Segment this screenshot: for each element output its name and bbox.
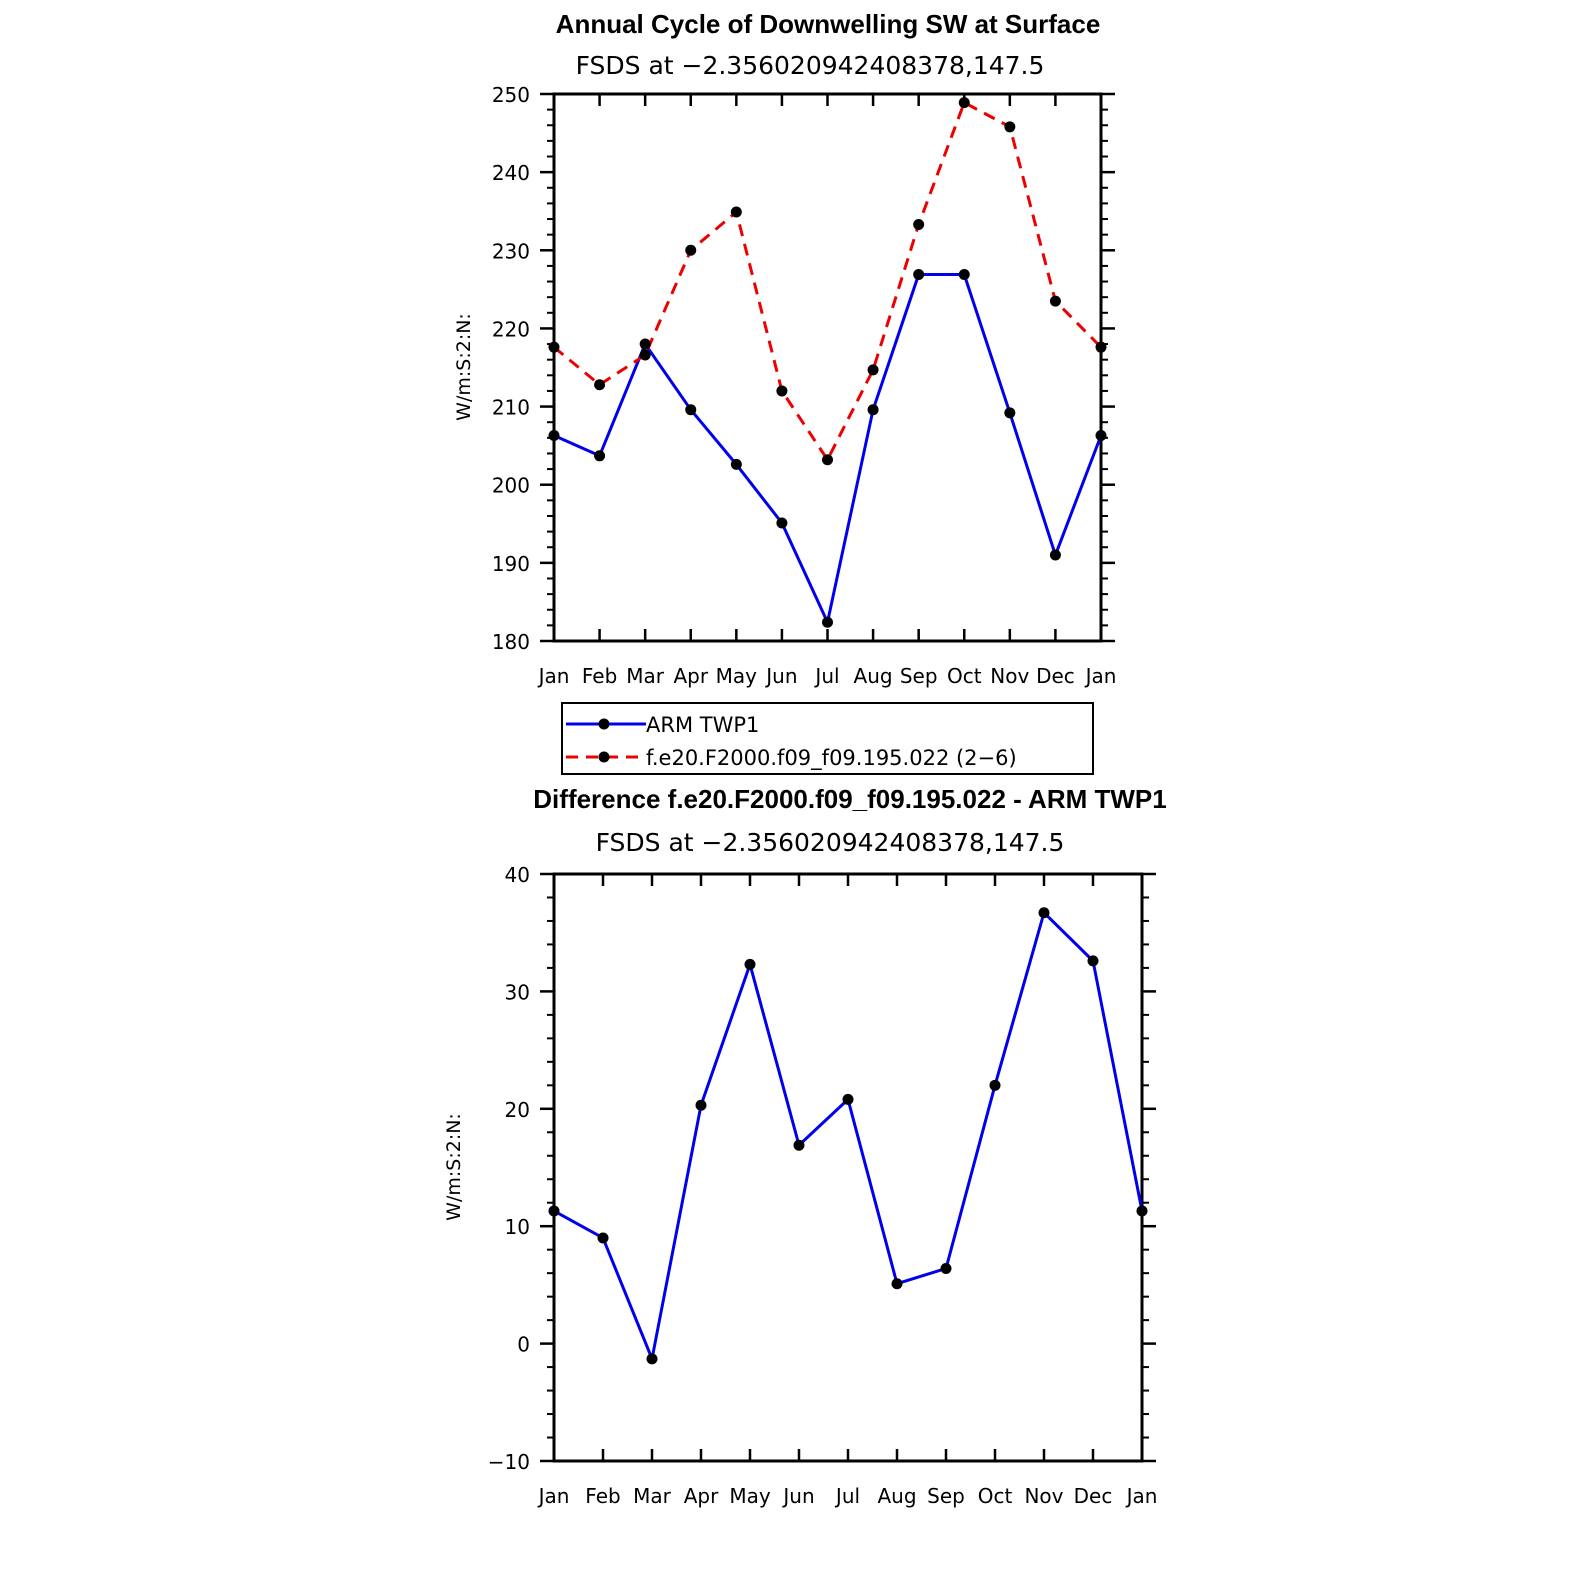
top-chart-x-tick-label: May xyxy=(716,664,758,688)
top-chart-x-tick-label: Aug xyxy=(854,664,893,688)
bottom-chart-series-0-point xyxy=(597,1232,609,1244)
bottom-chart-series-0-point xyxy=(842,1093,854,1105)
top-chart-series-0-line xyxy=(553,273,1103,624)
top-chart-plot: Jan Feb Mar Apr May Jun Jul Aug Sep Oct Nov Dec Jan 1… xyxy=(492,83,1117,688)
top-chart-y-tick-label: 250 xyxy=(492,83,530,107)
bottom-chart-series-0-point xyxy=(793,1139,805,1151)
top-chart-series-0-point xyxy=(730,458,742,470)
bottom-chart-series-0-point xyxy=(1136,1205,1148,1217)
bottom-chart-frame xyxy=(552,872,1144,1463)
bottom-chart-x-tick-label: Mar xyxy=(633,1484,672,1508)
top-chart-y-tick-label: 220 xyxy=(492,317,530,341)
top-chart-y-tick-label: 200 xyxy=(492,474,530,498)
top-chart-series-1-point xyxy=(958,97,970,109)
bottom-chart-x-tick-label: Jul xyxy=(834,1484,860,1508)
bottom-chart-x-tick-label: Jan xyxy=(537,1484,570,1508)
top-chart-y-tick-label: 190 xyxy=(492,552,530,576)
top-chart-series-1-point xyxy=(639,349,651,361)
bottom-chart-series-0-point xyxy=(989,1079,1001,1091)
top-chart-series-1-point xyxy=(730,206,742,218)
bottom-chart-x-tick-label: Sep xyxy=(927,1484,965,1508)
top-chart-x-tick-label: Dec xyxy=(1036,664,1075,688)
top-chart-series-1-line xyxy=(553,101,1103,462)
top-chart-series-0-point xyxy=(1004,407,1016,419)
top-chart-series-1-point xyxy=(1049,295,1061,307)
top-chart-x-tick-label: Mar xyxy=(626,664,665,688)
legend-box xyxy=(561,702,1094,775)
bottom-chart-x-tick-label: Apr xyxy=(684,1484,719,1508)
top-chart-series-1-point xyxy=(776,385,788,397)
top-chart-series-1-point xyxy=(685,244,697,256)
bottom-chart-plot: Jan Feb Mar Apr May Jun Jul Aug Sep Oct Nov Dec Jan−… xyxy=(488,863,1158,1508)
top-chart-series-0-point xyxy=(958,269,970,281)
bottom-chart-y-tick-label: 0 xyxy=(517,1333,530,1357)
top-chart-series-1-point xyxy=(913,218,925,230)
top-chart-series-1-point xyxy=(867,364,879,376)
bottom-chart-x-tick-label: Oct xyxy=(978,1484,1013,1508)
top-chart-y-tick-label: 230 xyxy=(492,239,530,263)
top-chart-x-tick-label: Jul xyxy=(813,664,839,688)
top-chart-series-0-point xyxy=(776,517,788,529)
bottom-chart-series-0-line xyxy=(553,911,1144,1361)
top-chart-series-1-point xyxy=(594,379,606,391)
legend-marker-model xyxy=(598,751,610,763)
top-chart-y-tick-label: 240 xyxy=(492,161,530,185)
top-chart-x-tick-label: Feb xyxy=(582,664,617,688)
legend-label-arm: ARM TWP1 xyxy=(646,713,759,737)
top-chart-series-1-point xyxy=(1004,121,1016,133)
bottom-chart-x-tick-label: Aug xyxy=(877,1484,916,1508)
top-chart-y-tick-label: 210 xyxy=(492,396,530,420)
top-chart-x-tick-label: Jan xyxy=(1084,664,1117,688)
top-chart-series-0-point xyxy=(639,338,651,350)
legend: ARM TWP1 f.e20.F2000.f09_f09.195.022 (2−… xyxy=(561,702,1094,775)
bottom-chart-series-0-point xyxy=(695,1099,707,1111)
top-chart-title: Annual Cycle of Downwelling SW at Surfac… xyxy=(556,9,1101,39)
bottom-chart-subtitle: FSDS at −2.356020942408378,147.5 xyxy=(596,828,1065,857)
top-chart-series-0-point xyxy=(685,404,697,416)
top-chart-series-1-point xyxy=(548,341,560,353)
top-chart-x-tick-label: Jun xyxy=(764,664,797,688)
top-chart-series-1-point xyxy=(1095,341,1107,353)
bottom-chart-x-tick-label: Jan xyxy=(1125,1484,1158,1508)
bottom-chart-series-0-point xyxy=(1038,907,1050,919)
legend-marker-arm xyxy=(598,718,610,730)
top-chart-series-0-point xyxy=(822,616,833,628)
top-chart-series-0-point xyxy=(867,404,879,416)
top-chart-x-tick-label: Sep xyxy=(900,664,938,688)
bottom-chart-y-tick-label: 20 xyxy=(505,1098,530,1122)
bottom-chart-x-tick-label: May xyxy=(729,1484,771,1508)
bottom-chart-series-0-point xyxy=(744,958,756,970)
top-chart-series-0-point xyxy=(594,450,606,462)
bottom-chart-x-tick-label: Jun xyxy=(781,1484,814,1508)
top-chart-x-tick-label: Oct xyxy=(947,664,982,688)
bottom-chart-ylabel: W/m:S:2:N: xyxy=(443,1113,465,1221)
bottom-chart-x-tick-label: Feb xyxy=(585,1484,620,1508)
bottom-chart-y-tick-label: 30 xyxy=(505,980,530,1004)
bottom-chart-x-tick-label: Dec xyxy=(1074,1484,1113,1508)
top-chart-x-tick-label: Jan xyxy=(537,664,570,688)
bottom-chart-y-tick-label: −10 xyxy=(488,1450,530,1474)
top-chart-y-tick-label: 180 xyxy=(492,630,530,654)
top-chart-x-tick-label: Apr xyxy=(673,664,708,688)
bottom-chart-series-0-point xyxy=(1087,955,1099,967)
top-chart-x-tick-label: Nov xyxy=(990,664,1029,688)
bottom-chart-y-tick-label: 40 xyxy=(505,863,530,887)
top-chart-series-0-point xyxy=(1049,549,1061,561)
legend-label-model: f.e20.F2000.f09_f09.195.022 (2−6) xyxy=(646,746,1017,771)
top-chart-series-1-point xyxy=(822,454,833,466)
bottom-chart-series-0-point xyxy=(548,1205,560,1217)
top-chart-ylabel: W/m:S:2:N: xyxy=(453,313,475,421)
bottom-chart-series-0-point xyxy=(891,1278,903,1290)
bottom-chart-y-tick-label: 10 xyxy=(505,1215,530,1239)
bottom-chart-title: Difference f.e20.F2000.f09_f09.195.022 -… xyxy=(533,784,1166,814)
bottom-chart-series-0-point xyxy=(940,1262,952,1274)
bottom-chart-series-0-point xyxy=(646,1353,658,1365)
top-chart-series-0-point xyxy=(548,429,560,441)
bottom-chart-x-tick-label: Nov xyxy=(1024,1484,1063,1508)
top-chart-subtitle: FSDS at −2.356020942408378,147.5 xyxy=(576,51,1045,80)
top-chart-series-0-point xyxy=(1095,429,1107,441)
top-chart-series-0-point xyxy=(913,269,925,281)
